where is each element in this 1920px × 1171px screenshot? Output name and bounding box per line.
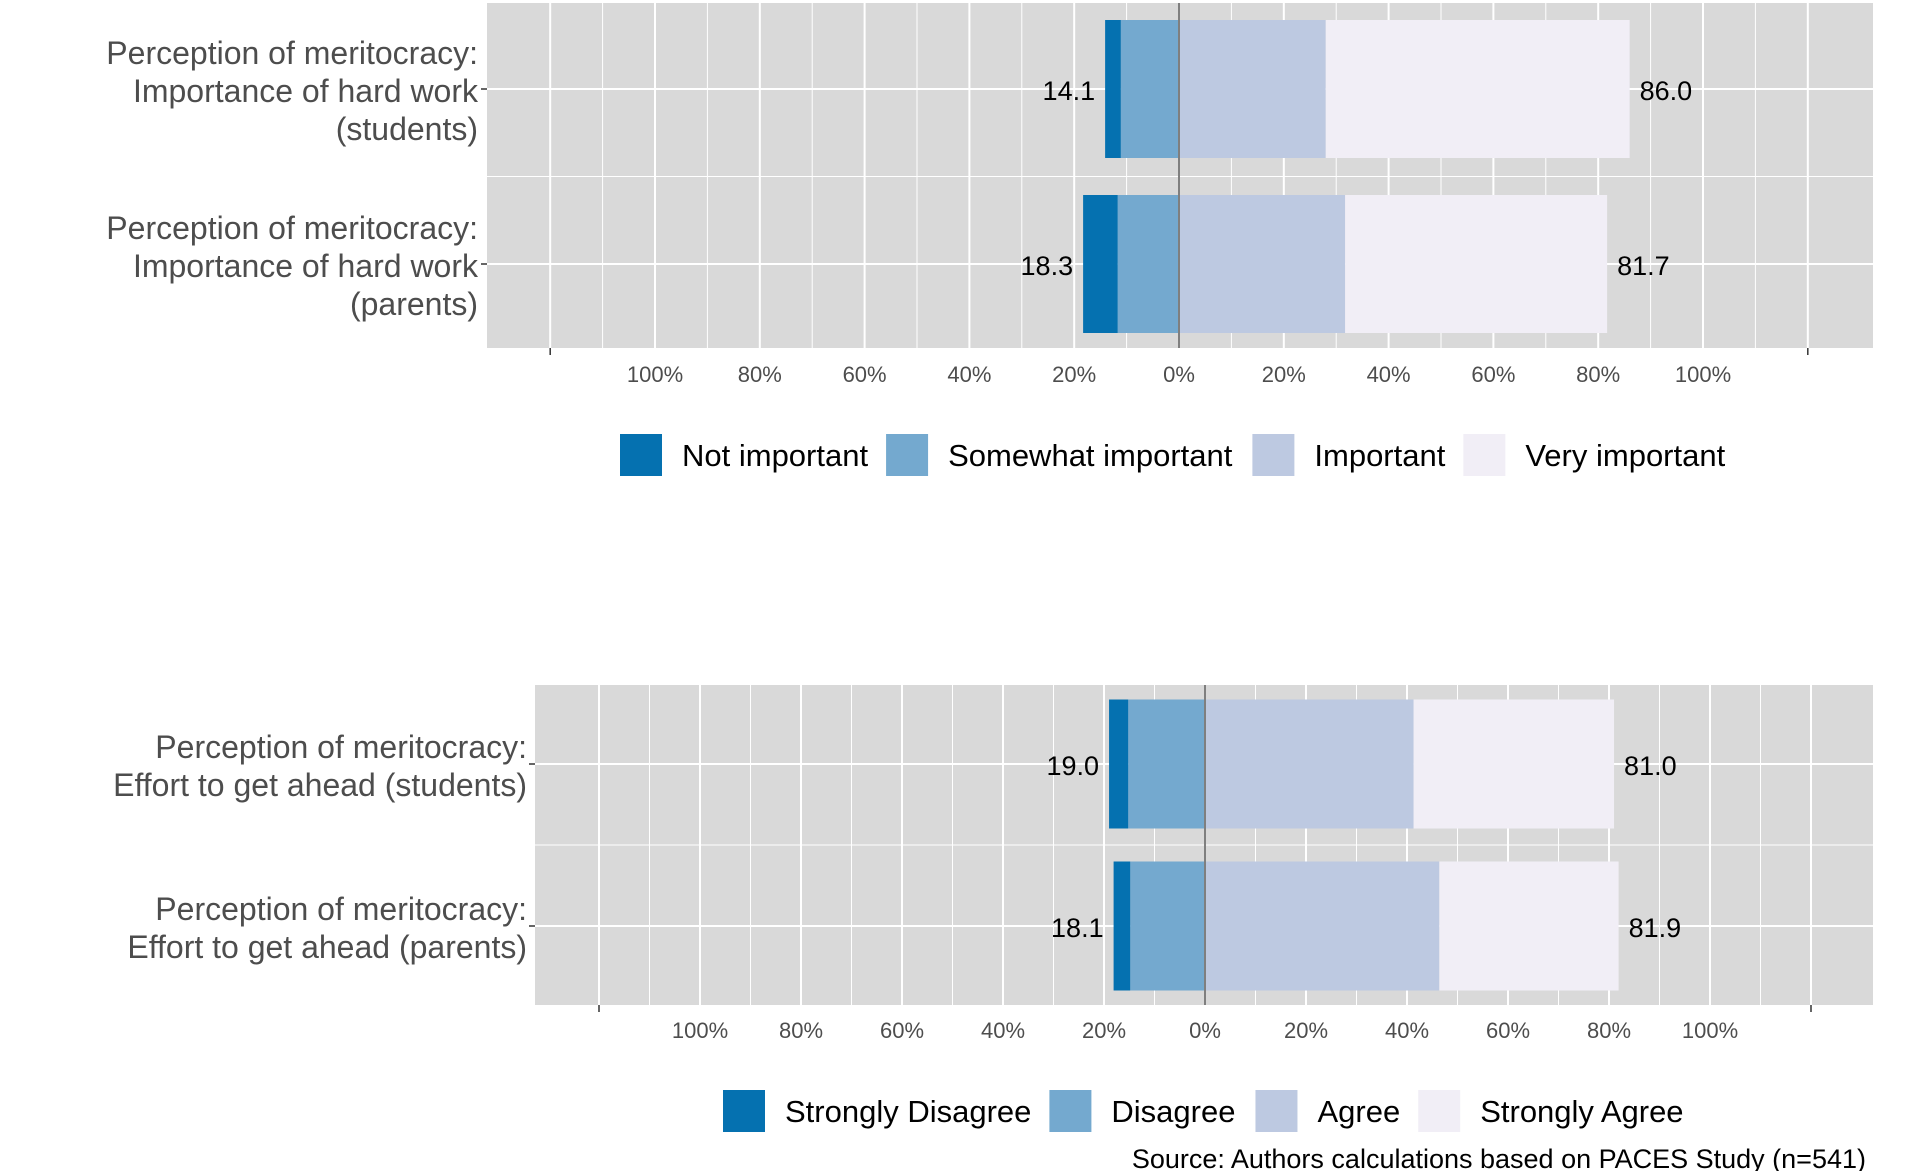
x-tick-label: 60% [1486, 1018, 1530, 1043]
x-tick-label: 20% [1052, 362, 1096, 387]
x-tick-label: 20% [1262, 362, 1306, 387]
category-label: Importance of hard work [133, 73, 479, 109]
value-label-right: 81.0 [1624, 751, 1677, 781]
bar-segment-agree [1205, 699, 1414, 829]
legend-label: Strongly Disagree [785, 1094, 1031, 1129]
legend-label: Not important [682, 438, 868, 473]
x-tick-label: 20% [1284, 1018, 1328, 1043]
x-tick-label: 60% [880, 1018, 924, 1043]
bar-segment-somewhat-important [1120, 20, 1179, 158]
legend-key [1255, 1090, 1298, 1132]
legend-label: Strongly Agree [1480, 1094, 1683, 1129]
bar-segment-strongly-disagree [1109, 699, 1129, 829]
x-tick-label: 40% [981, 1018, 1025, 1043]
bar-segment-strongly-agree [1413, 699, 1615, 829]
legend-key [886, 434, 929, 476]
legend-label: Disagree [1111, 1094, 1235, 1129]
category-label: Perception of meritocracy: [106, 35, 478, 71]
x-tick-label: 0% [1163, 362, 1195, 387]
bar-segment-strongly-agree [1439, 861, 1619, 991]
x-tick-label: 100% [1682, 1018, 1738, 1043]
bar-segment-disagree [1128, 699, 1205, 829]
x-tick-label: 100% [1675, 362, 1731, 387]
x-tick-label: 80% [738, 362, 782, 387]
legend-key [1463, 434, 1506, 476]
bar-segment-not-important [1105, 20, 1121, 158]
category-label: Perception of meritocracy: [155, 729, 527, 765]
bar-segment-very-important [1325, 20, 1630, 158]
legend-key [620, 434, 662, 476]
category-label: Effort to get ahead (students) [113, 767, 527, 803]
value-label-right: 86.0 [1640, 76, 1693, 106]
x-tick-label: 100% [672, 1018, 728, 1043]
value-label-left: 19.0 [1046, 751, 1099, 781]
category-label: Importance of hard work [133, 248, 479, 284]
legend-key [1252, 434, 1295, 476]
legend-key [1049, 1090, 1092, 1132]
value-label-left: 18.1 [1051, 913, 1104, 943]
legend-label: Important [1314, 438, 1445, 473]
bar-segment-important [1179, 20, 1326, 158]
x-tick-label: 0% [1189, 1018, 1221, 1043]
value-label-left: 18.3 [1021, 251, 1074, 281]
bar-segment-somewhat-important [1117, 195, 1179, 333]
x-tick-label: 40% [1385, 1018, 1429, 1043]
bar-segment-disagree [1130, 861, 1205, 991]
x-tick-label: 80% [779, 1018, 823, 1043]
bar-segment-not-important [1083, 195, 1118, 333]
x-tick-label: 100% [627, 362, 683, 387]
x-tick-label: 80% [1587, 1018, 1631, 1043]
category-label: Effort to get ahead (parents) [127, 929, 527, 965]
source-note: Source: Authors calculations based on PA… [1132, 1144, 1866, 1171]
value-label-right: 81.7 [1617, 251, 1670, 281]
x-tick-label: 80% [1576, 362, 1620, 387]
value-label-left: 14.1 [1043, 76, 1096, 106]
value-label-right: 81.9 [1629, 913, 1682, 943]
category-label: Perception of meritocracy: [155, 891, 527, 927]
x-tick-label: 40% [1367, 362, 1411, 387]
x-tick-label: 60% [843, 362, 887, 387]
legend-label: Somewhat important [948, 438, 1233, 473]
legend-key [723, 1090, 765, 1132]
bar-segment-very-important [1345, 195, 1608, 333]
legend-label: Very important [1525, 438, 1725, 473]
category-label: (students) [336, 111, 478, 147]
legend-label: Agree [1317, 1094, 1400, 1129]
x-tick-label: 40% [947, 362, 991, 387]
x-tick-label: 20% [1082, 1018, 1126, 1043]
x-tick-label: 60% [1471, 362, 1515, 387]
bar-segment-important [1179, 195, 1346, 333]
bar-segment-agree [1205, 861, 1440, 991]
bar-segment-strongly-disagree [1113, 861, 1131, 991]
category-label: Perception of meritocracy: [106, 210, 478, 246]
legend-key [1418, 1090, 1461, 1132]
category-label: (parents) [350, 286, 478, 322]
